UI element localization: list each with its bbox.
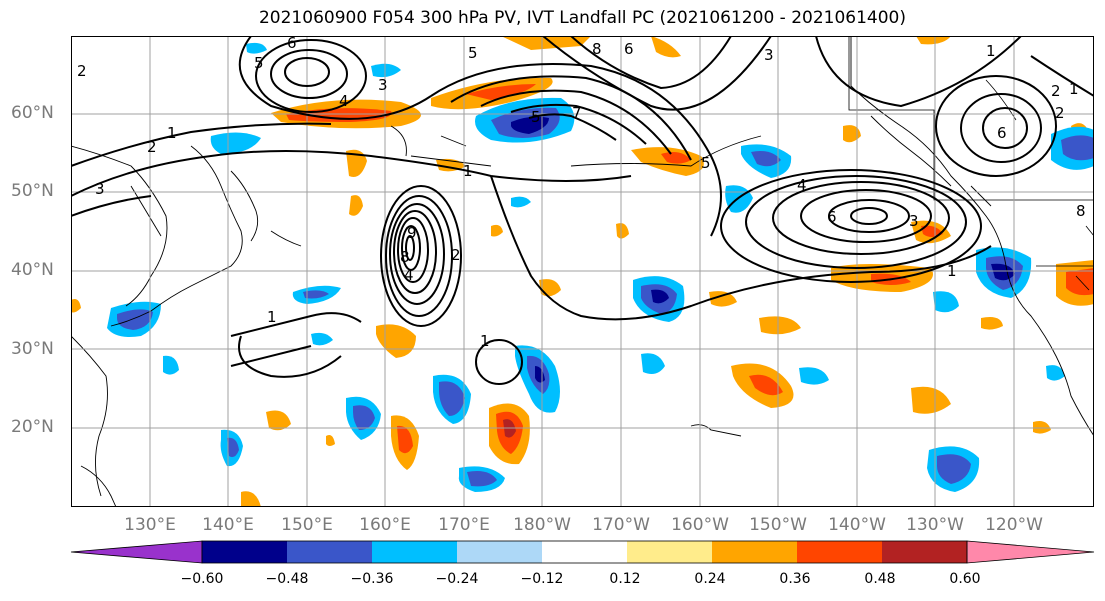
contour-label: 1 [463, 162, 473, 180]
contour-label: 2 [451, 246, 461, 264]
map-panel: 1 2 3 6 5 3 4 5 8 6 3 5 7 1 9 8 4 2 5 4 … [71, 36, 1094, 507]
colorbar-segment [882, 541, 967, 563]
lon-label-180w: 180°W [513, 515, 571, 535]
lat-label-50n: 50°N [11, 181, 54, 201]
colorbar-segment [627, 541, 712, 563]
colorbar-tick: 0.24 [694, 571, 726, 587]
lat-label-60n: 60°N [11, 103, 54, 123]
contour-label: 1 [947, 262, 957, 280]
lon-label-140e: 140°E [202, 515, 254, 535]
contour-label: 3 [378, 76, 388, 94]
contour-label: 6 [997, 124, 1007, 142]
colorbar-extend-min [70, 540, 203, 564]
lon-label-150e: 150°E [281, 515, 333, 535]
contour-label: 1 [986, 42, 996, 60]
contour-label: 2 [1051, 82, 1061, 100]
contour-label: 8 [400, 248, 410, 266]
colorbar-segments [70, 540, 1095, 564]
colorbar-frame [201, 540, 968, 564]
colorbar-tick: 0.36 [779, 571, 811, 587]
contour-label: 6 [827, 208, 837, 226]
contour-label: 8 [592, 40, 602, 58]
contour-label: 6 [287, 36, 297, 52]
contour-label: 1 [267, 308, 277, 326]
colorbar-tick: −0.12 [520, 571, 564, 587]
lon-label-130e: 130°E [124, 515, 176, 535]
colorbar-tick: 0.48 [864, 571, 896, 587]
lon-label-150w: 150°W [749, 515, 807, 535]
colorbar-tick: −0.60 [180, 571, 224, 587]
contour-label-group: 1 2 3 6 5 3 4 5 8 6 3 5 7 1 9 8 4 2 5 4 … [77, 36, 1086, 350]
colorbar-segment [287, 541, 372, 563]
contour-label: 5 [531, 108, 541, 126]
lat-label-30n: 30°N [11, 339, 54, 359]
colorbar-segment [712, 541, 797, 563]
map-frame [71, 36, 1094, 507]
contour-label: 3 [909, 212, 919, 230]
lat-label-20n: 20°N [11, 417, 54, 437]
lat-label-40n: 40°N [11, 260, 54, 280]
lon-label-160e: 160°E [359, 515, 411, 535]
map-title: 2021060900 F054 300 hPa PV, IVT Landfall… [258, 8, 906, 28]
lon-label-120w: 120°W [985, 515, 1043, 535]
colorbar-tick: −0.24 [435, 571, 479, 587]
colorbar-segment [457, 541, 542, 563]
contour-label: 2 [147, 138, 157, 156]
contour-label: 5 [254, 54, 264, 72]
contour-label: 3 [764, 46, 774, 64]
contour-label: 3 [95, 180, 105, 198]
colorbar-segment [372, 541, 457, 563]
colorbar-tick: 0.60 [949, 571, 981, 587]
contour-label: 8 [1076, 202, 1086, 220]
colorbar [70, 540, 1095, 564]
lon-label-130w: 130°W [906, 515, 964, 535]
colorbar-extend-max [966, 540, 1095, 564]
colorbar-tick: 0.12 [609, 571, 641, 587]
contour-label: 1 [480, 332, 490, 350]
colorbar-tick: −0.48 [265, 571, 309, 587]
colorbar-segment [797, 541, 882, 563]
colorbar-segment [542, 541, 627, 563]
colorbar-segment [202, 541, 287, 563]
contour-label: 1 [1069, 80, 1079, 98]
contour-label: 9 [407, 224, 417, 242]
contour-label: 6 [624, 40, 634, 58]
contour-label: 5 [468, 44, 478, 62]
pv-contours [71, 36, 1094, 385]
contour-label: 4 [797, 176, 807, 194]
coastlines [71, 36, 1094, 507]
contour-label: 5 [701, 154, 711, 172]
lon-label-170w: 170°W [592, 515, 650, 535]
lon-label-170e: 170°E [438, 515, 490, 535]
lon-label-140w: 140°W [828, 515, 886, 535]
contour-label: 7 [572, 104, 582, 122]
contour-label: 4 [339, 92, 349, 110]
contour-label: 2 [1055, 104, 1065, 122]
colorbar-tick: −0.36 [350, 571, 394, 587]
contour-label: 4 [404, 266, 414, 284]
lon-label-160w: 160°W [671, 515, 729, 535]
contour-label: 2 [77, 62, 87, 80]
political-borders [848, 36, 1094, 291]
contour-label: 1 [167, 124, 177, 142]
